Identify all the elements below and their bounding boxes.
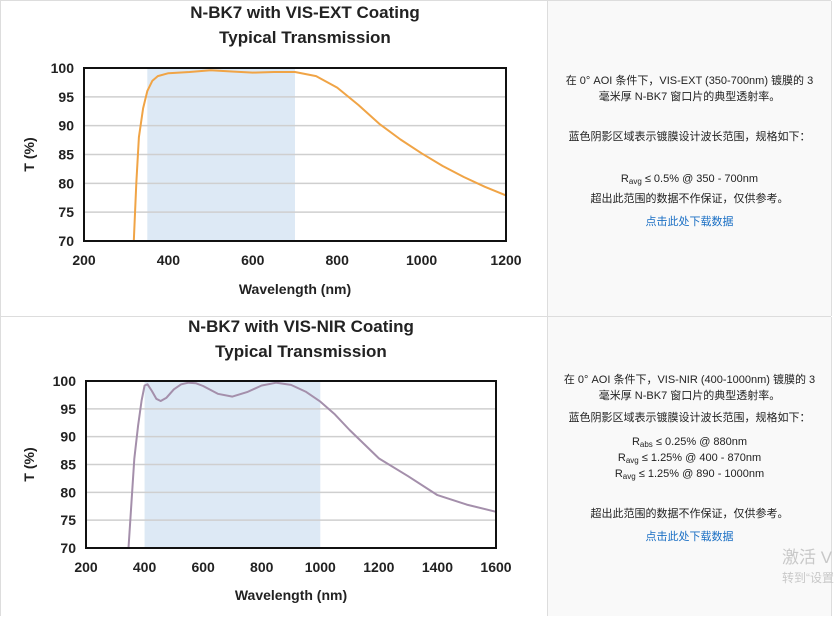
spec-symbol: R [631,436,640,448]
y-tick-label: 100 [53,373,77,389]
x-tick-label: 200 [72,252,96,268]
x-tick-label: 400 [133,559,157,575]
plot-frame [83,67,507,242]
x-tick-label: 1400 [422,559,453,575]
x-tick-label: 1200 [363,559,394,575]
y-tick-label: 75 [60,512,76,528]
download-data-link[interactable]: 点击此处下载数据 [645,531,734,543]
x-tick-label: 1000 [406,252,437,268]
spec-line: Ravg ≤ 1.25% @ 400 - 870nm [548,450,831,466]
chart-cell: N-BK7 with VIS-NIR Coating Typical Transm… [0,317,547,616]
y-tick-label: 95 [58,89,74,105]
x-tick-label: 600 [191,559,215,575]
chart-cell: N-BK7 with VIS-EXT Coating Typical Transm… [0,1,547,316]
x-tick-label: 800 [250,559,274,575]
spec-line: Rabs ≤ 0.25% @ 880nm [548,434,831,450]
transmission-curve [127,381,497,549]
shading-note: 蓝色阴影区域表示镀膜设计波长范围，规格如下： [568,412,811,424]
y-tick-label: 95 [60,401,76,417]
y-tick-label: 75 [58,204,74,220]
plot-frame [85,380,497,549]
spec-symbol: R [620,173,629,185]
x-tick-label: 200 [74,559,98,575]
description-line: 在 0° AOI 条件下，VIS-NIR (400-1000nm) 镀膜的 3 [563,374,816,386]
description-line: 在 0° AOI 条件下，VIS-EXT (350-700nm) 镀膜的 3 [565,75,814,87]
spec-symbol: R [614,468,623,480]
y-tick-label: 100 [51,60,75,76]
chart-title-line: N-BK7 with VIS-EXT Coating [190,3,420,22]
spec-subscript: avg [625,456,639,465]
x-tick-label: 800 [326,252,350,268]
chart-title-line: Typical Transmission [219,28,391,47]
spec-text: ≤ 1.25% @ 400 - 870nm [641,452,762,464]
transmission-chart-vis-nir: N-BK7 with VIS-NIR Coating Typical Transm… [21,317,512,603]
description-line: 毫米厚 N-BK7 窗口片的典型透射率。 [598,390,781,402]
download-data-link[interactable]: 点击此处下载数据 [645,216,734,228]
description-cell: 在 0° AOI 条件下，VIS-NIR (400-1000nm) 镀膜的 3 … [547,317,832,616]
transmission-chart-vis-ext: N-BK7 with VIS-EXT Coating Typical Transm… [21,3,522,297]
spec-line: Ravg ≤ 0.5% @ 350 - 700nm [548,171,831,187]
transmission-curve [132,69,507,242]
windows-activation-watermark-sub: 转到“设置 [782,571,834,585]
spec-subscript: avg [628,177,642,186]
x-axis-label: Wavelength (nm) [239,281,351,297]
y-tick-label: 90 [60,429,76,445]
x-axis-label: Wavelength (nm) [235,587,347,603]
table-row: N-BK7 with VIS-NIR Coating Typical Transm… [0,316,832,616]
spec-text: ≤ 0.25% @ 880nm [655,436,748,448]
y-axis-label: T (%) [21,137,37,171]
x-tick-label: 1600 [480,559,511,575]
spec-text: ≤ 1.25% @ 890 - 1000nm [638,468,765,480]
spec-line: Ravg ≤ 1.25% @ 890 - 1000nm [548,466,831,482]
y-axis-label: T (%) [21,447,37,481]
x-tick-label: 1200 [490,252,521,268]
x-tick-label: 1000 [305,559,336,575]
shading-note: 蓝色阴影区域表示镀膜设计波长范围，规格如下： [568,131,811,143]
disclaimer: 超出此范围的数据不作保证，仅供参考。 [590,508,789,520]
y-tick-label: 80 [58,175,74,191]
disclaimer: 超出此范围的数据不作保证，仅供参考。 [590,193,789,205]
spec-subscript: avg [622,472,636,481]
y-tick-label: 70 [58,233,74,249]
description-cell: 在 0° AOI 条件下，VIS-EXT (350-700nm) 镀膜的 3 毫… [547,1,832,316]
spec-text: ≤ 0.5% @ 350 - 700nm [644,173,759,185]
description-line: 毫米厚 N-BK7 窗口片的典型透射率。 [598,91,781,103]
spec-symbol: R [617,452,626,464]
y-tick-label: 70 [60,540,76,556]
chart-title-line: N-BK7 with VIS-NIR Coating [188,317,414,336]
spec-subscript: abs [639,440,653,449]
y-tick-label: 85 [58,147,74,163]
x-tick-label: 600 [241,252,265,268]
table-row: N-BK7 with VIS-EXT Coating Typical Transm… [0,0,832,316]
chart-title-line: Typical Transmission [215,342,387,361]
y-tick-label: 85 [60,457,76,473]
y-tick-label: 80 [60,484,76,500]
windows-activation-watermark: 激活 V [782,548,833,567]
x-tick-label: 400 [157,252,181,268]
y-tick-label: 90 [58,118,74,134]
